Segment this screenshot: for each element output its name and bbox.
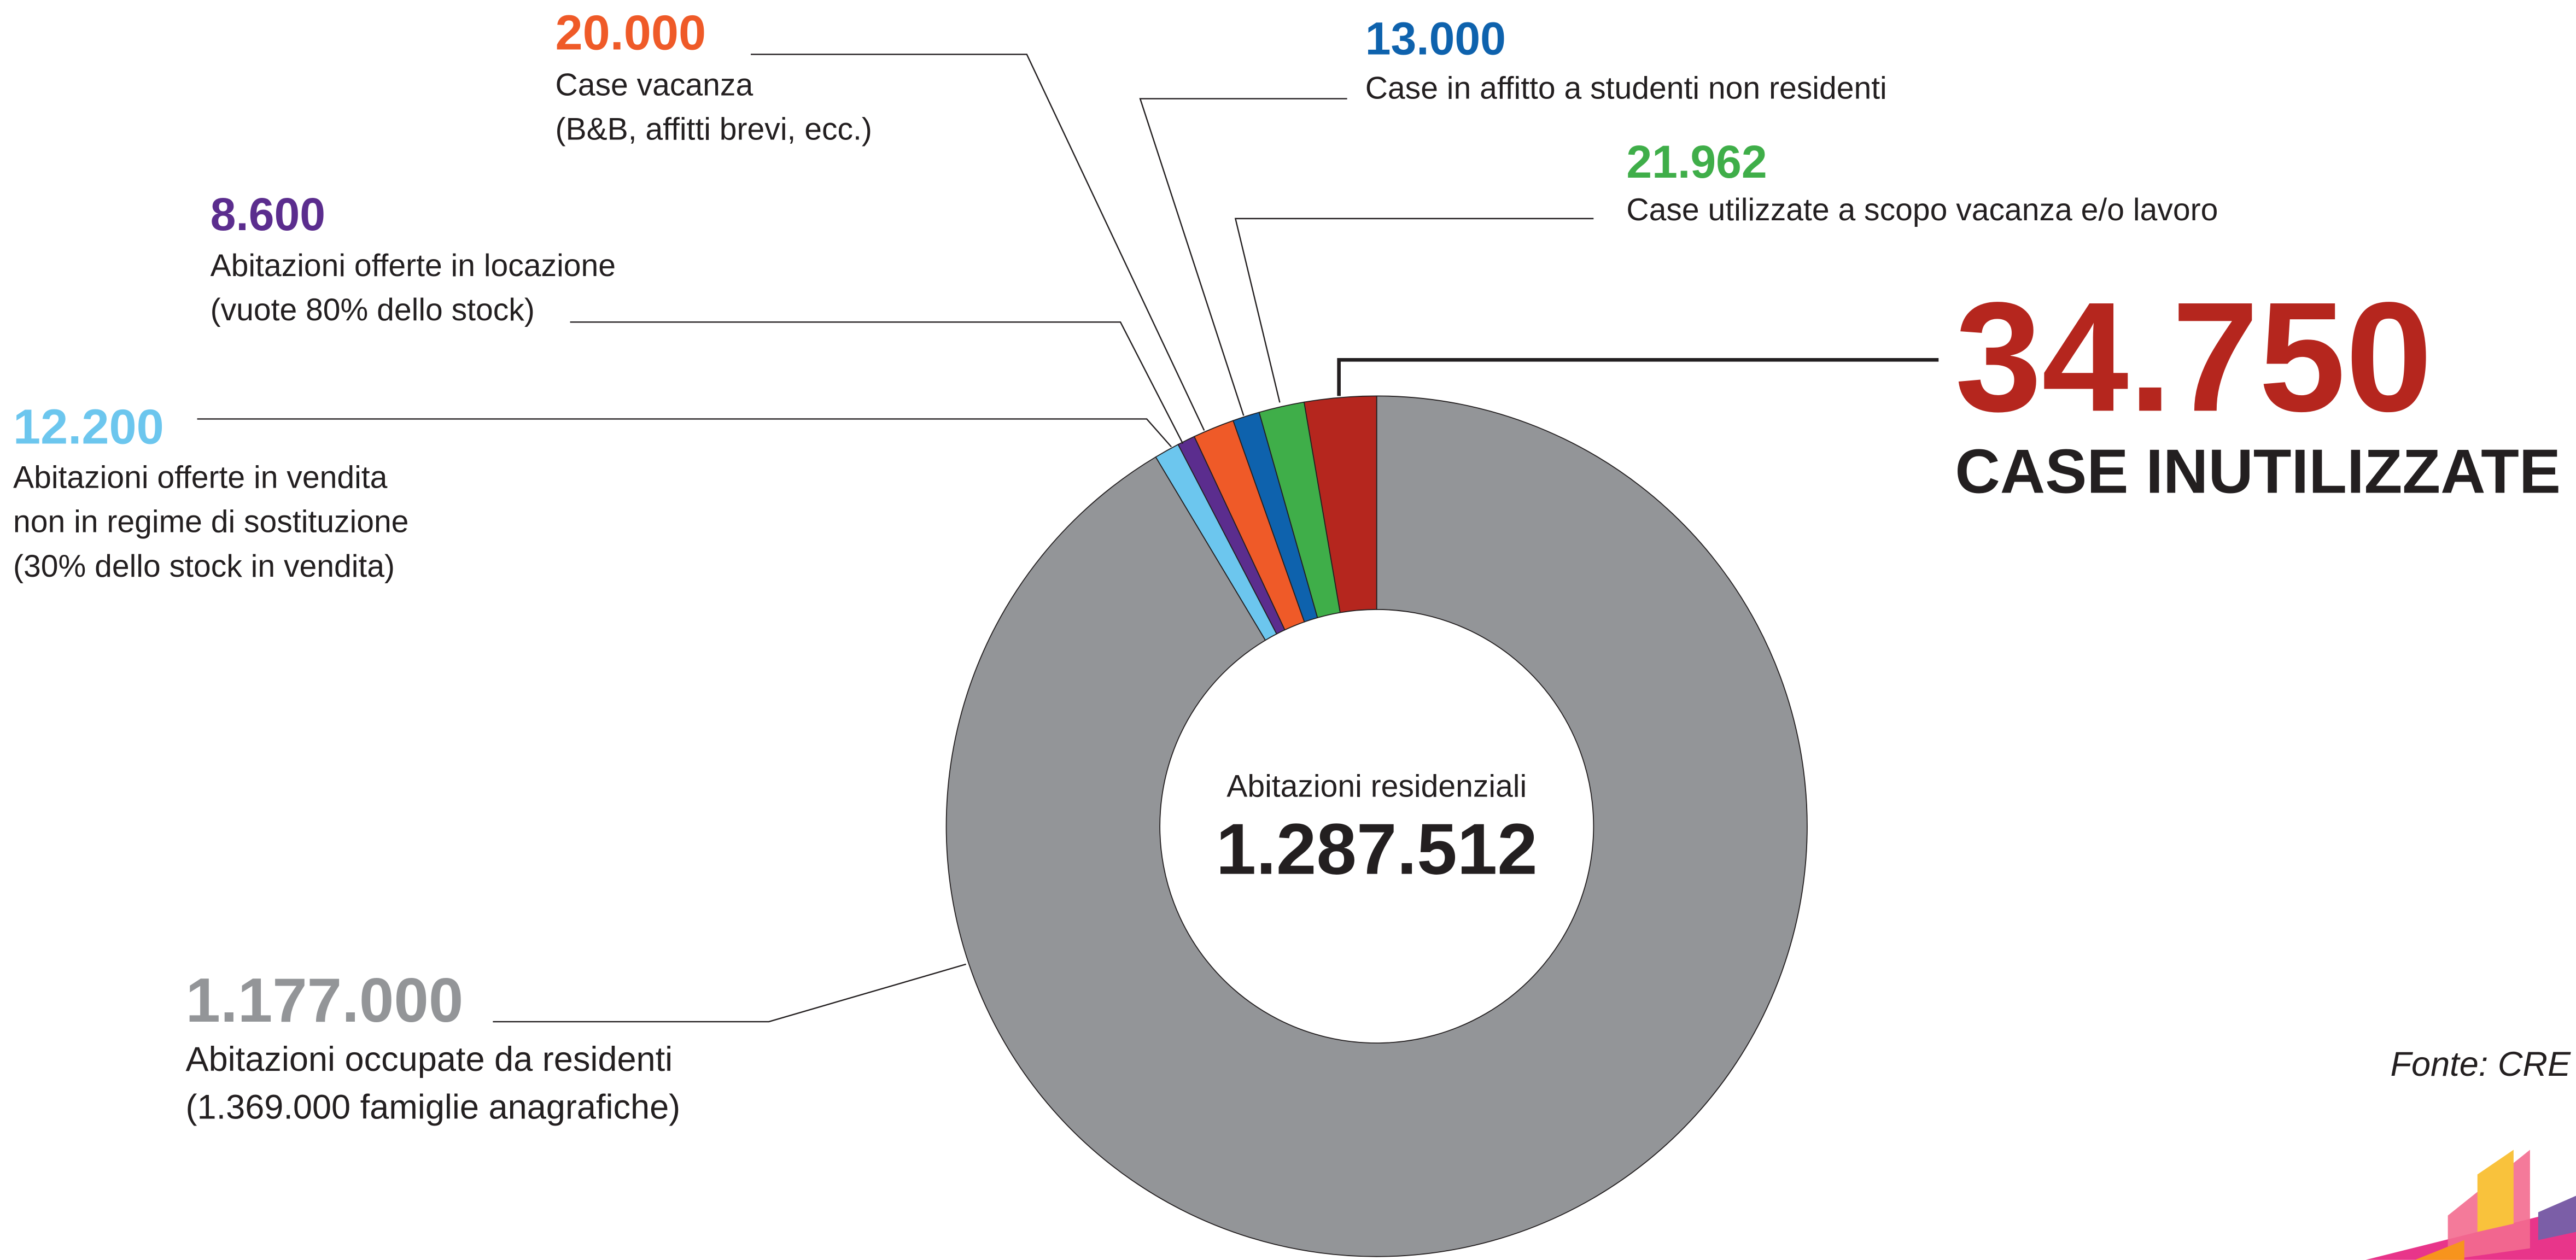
- decoration: [2365, 1150, 2576, 1260]
- value-label: 1.177.000: [186, 966, 464, 1035]
- description: Case utilizzate a scopo vacanza e/o lavo…: [1626, 192, 2218, 227]
- leader-line: [197, 418, 1172, 448]
- description: (B&B, affitti brevi, ecc.): [556, 112, 872, 147]
- center-title: Abitazioni residenziali: [1226, 769, 1527, 804]
- description: Case in affitto a studenti non residenti: [1365, 71, 1887, 106]
- leader-line: [570, 321, 1184, 444]
- description: (1.369.000 famiglie anagrafiche): [186, 1088, 681, 1126]
- value-label: 13.000: [1365, 13, 1506, 64]
- description: Abitazioni offerte in vendita: [13, 460, 388, 495]
- source: Fonte: CRE: [2390, 1045, 2571, 1083]
- leader-line: [1139, 98, 1347, 416]
- description: Case vacanza: [556, 68, 753, 103]
- description: Abitazioni occupate da residenti: [186, 1040, 673, 1079]
- leader-line: [493, 963, 966, 1023]
- leader-line: [751, 54, 1205, 431]
- value-label: 20.000: [556, 5, 706, 60]
- description: Abitazioni offerte in locazione: [211, 248, 616, 283]
- description: (vuote 80% dello stock): [211, 292, 535, 327]
- description: CASE INUTILIZZATE: [1955, 437, 2561, 507]
- description: (30% dello stock in vendita): [13, 549, 395, 584]
- value-label: 21.962: [1626, 136, 1767, 187]
- value-label: 12.200: [13, 399, 164, 454]
- description: non in regime di sostituzione: [13, 505, 408, 540]
- value-label: 8.600: [211, 189, 325, 240]
- leader-line: [1234, 218, 1594, 403]
- donut-segment: [945, 395, 1808, 1257]
- value-label: 34.750: [1955, 270, 2432, 444]
- leader-line: [1337, 358, 1939, 396]
- center-value: 1.287.512: [1216, 809, 1538, 890]
